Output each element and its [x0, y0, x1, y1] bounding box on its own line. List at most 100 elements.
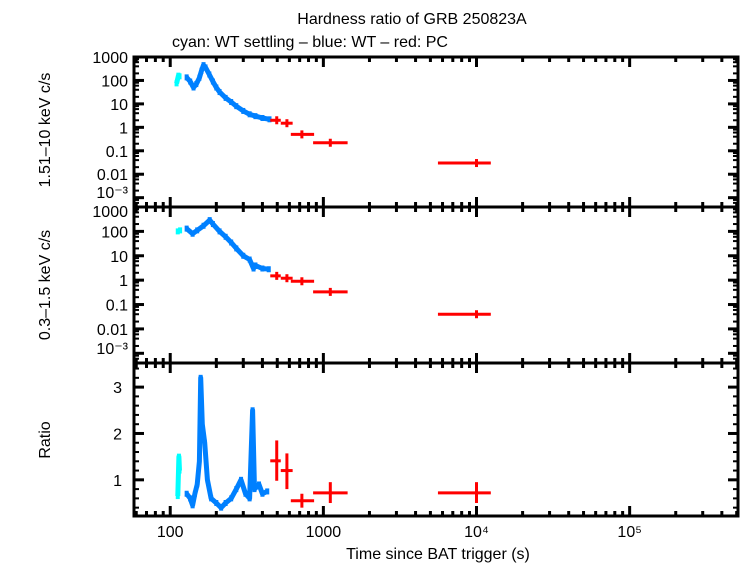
- data-point: [190, 230, 195, 237]
- data-point: [178, 227, 183, 234]
- data-point: [265, 488, 270, 495]
- data-point: [194, 81, 199, 88]
- y-tick-label: 0.01: [97, 322, 128, 339]
- y-axis-label-hard: 1.51–10 keV c/s: [37, 73, 54, 188]
- data-point: [192, 490, 197, 497]
- data-point: [247, 111, 252, 118]
- data-point: [223, 233, 228, 240]
- data-point: [234, 103, 239, 110]
- data-point: [203, 64, 208, 71]
- data-point: [223, 500, 228, 507]
- data-point: [210, 221, 215, 228]
- data-point: [188, 495, 193, 502]
- data-point: [210, 78, 215, 85]
- data-point: [267, 116, 272, 123]
- y-tick-label: 0.1: [106, 144, 128, 161]
- data-point: [190, 502, 195, 509]
- x-tick-label: 10⁵: [617, 524, 641, 541]
- y-tick-label: 0.01: [97, 167, 128, 184]
- x-tick-label: 10⁴: [464, 524, 489, 541]
- y-tick-label: 1: [119, 273, 128, 290]
- data-point: [266, 266, 271, 273]
- data-point: [175, 228, 180, 235]
- data-point: [201, 222, 206, 229]
- data-point: [260, 265, 265, 272]
- data-point: [199, 67, 204, 74]
- data-point: [251, 265, 256, 272]
- data-point: [253, 113, 258, 120]
- data-point: [197, 458, 202, 465]
- series-line-0: [175, 454, 182, 497]
- x-tick-label: 100: [157, 524, 184, 541]
- data-point: [217, 228, 222, 235]
- data-point: [195, 227, 200, 234]
- y-tick-label: 10⁻³: [96, 185, 128, 202]
- y-tick-label: 1000: [92, 204, 128, 221]
- data-point: [184, 225, 189, 232]
- x-tick-label: 1000: [306, 524, 342, 541]
- y-tick-label: 3: [113, 380, 122, 397]
- data-point: [198, 374, 203, 381]
- chart-title: Hardness ratio of GRB 250823A: [297, 11, 527, 28]
- x-axis-label: Time since BAT trigger (s): [346, 546, 530, 563]
- y-tick-label: 100: [101, 224, 128, 241]
- y-tick-label: 100: [101, 73, 128, 90]
- data-point: [207, 71, 212, 78]
- panel-frame: [132, 361, 740, 518]
- panel-1: 1000 100 10 1 0.1 0.01 10⁻³: [92, 204, 740, 365]
- data-point: [184, 74, 189, 81]
- y-tick-label: 0.1: [106, 298, 128, 315]
- data-point: [229, 495, 234, 502]
- data-point: [229, 239, 234, 246]
- data-point: [174, 80, 179, 87]
- data-point: [177, 73, 182, 80]
- data-point: [241, 252, 246, 259]
- y-tick-label: 2: [113, 426, 122, 443]
- data-point: [239, 476, 244, 483]
- data-point: [253, 262, 258, 269]
- data-point: [247, 495, 252, 502]
- y-axis-label-soft: 0.3–1.5 keV c/s: [37, 230, 54, 340]
- data-point: [234, 245, 239, 252]
- data-point: [205, 476, 210, 483]
- data-point: [223, 94, 228, 101]
- data-point: [260, 115, 265, 122]
- data-point: [247, 256, 252, 263]
- data-point: [217, 89, 222, 96]
- data-point: [257, 481, 262, 488]
- data-point: [207, 217, 212, 224]
- data-point: [191, 84, 196, 91]
- y-tick-label: 1: [113, 473, 122, 490]
- data-point: [176, 453, 181, 460]
- data-point: [243, 490, 248, 497]
- panel-frame: [132, 205, 740, 365]
- data-point: [195, 481, 200, 488]
- data-point: [219, 504, 224, 511]
- y-tick-label: 10: [110, 97, 128, 114]
- data-point: [229, 99, 234, 106]
- data-point: [260, 490, 265, 497]
- data-point: [214, 84, 219, 91]
- data-point: [209, 495, 214, 502]
- y-tick-label: 1: [119, 120, 128, 137]
- data-point: [250, 407, 255, 414]
- data-point: [214, 500, 219, 507]
- series-line-1: [184, 62, 270, 122]
- panel-2: 1 2 3 100 1000 10⁴ 10⁵: [113, 361, 740, 541]
- data-point: [188, 78, 193, 85]
- data-point: [184, 490, 189, 497]
- y-tick-label: 1000: [92, 50, 128, 67]
- chart-subtitle: cyan: WT settling – blue: WT – red: PC: [172, 34, 448, 51]
- data-point: [252, 486, 257, 493]
- data-point: [241, 107, 246, 114]
- panel-frame: [132, 55, 740, 209]
- data-point: [197, 74, 202, 81]
- data-point: [175, 493, 180, 500]
- data-point: [234, 486, 239, 493]
- data-point: [177, 467, 182, 474]
- y-axis-label-ratio: Ratio: [37, 421, 54, 458]
- y-tick-label: 10: [110, 249, 128, 266]
- y-tick-label: 10⁻³: [96, 341, 128, 358]
